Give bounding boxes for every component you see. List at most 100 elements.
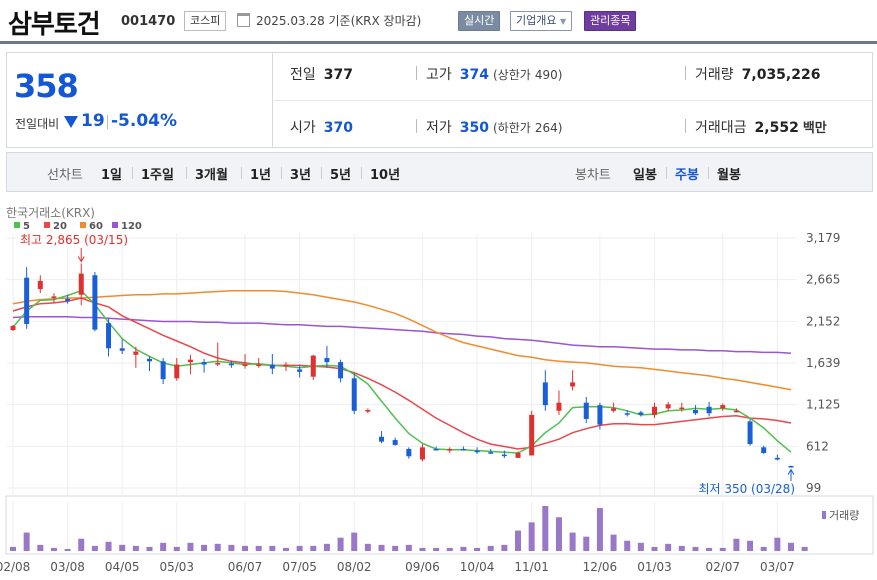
candle-body [10,325,16,331]
tab-weekly[interactable]: 주봉 [675,168,699,183]
volume-bar [460,546,467,551]
candle-body [269,364,275,369]
volume-bar [337,537,344,551]
volume-bar [364,543,371,551]
candle-body [215,362,221,365]
candle-body [228,363,234,366]
tab-1d[interactable]: 1일 [101,168,123,183]
volume-bar [282,547,289,551]
legend-label: 60 [89,221,103,232]
amount-unit: 백만 [802,121,827,136]
corp-overview-dropdown[interactable]: 기업개요 ▼ [510,11,573,31]
tab-3m[interactable]: 3개월 [195,168,228,183]
volume-bar [583,536,590,551]
current-price: 358 [14,67,79,105]
candle-body [474,450,480,453]
volume-bar [323,543,330,551]
y-tick-label: 612 [806,439,829,453]
candle-body [692,409,698,414]
tab-3y[interactable]: 3년 [290,168,312,183]
candle-body [501,454,507,457]
volume-bar [392,545,399,551]
volume-bar [433,547,440,551]
divider [186,167,187,179]
x-tick-label: 03/08 [50,560,85,574]
candle-body [174,364,180,379]
amount-cell: 거래대금 2,552 백만 [695,117,827,137]
x-tick-label: 01/03 [637,560,672,574]
admin-stock-badge[interactable]: 관리종목 [584,11,637,31]
volume-bar [569,532,576,551]
legend-swatch [80,222,86,228]
candle-body [747,421,753,445]
y-tick-label: 99 [806,481,821,495]
candle-body [324,358,330,363]
candle-body [679,407,685,410]
open-cell: 시가 370 [290,117,353,137]
row-divider [274,100,873,101]
lower-limit-value: 264) [534,121,563,135]
tab-daily[interactable]: 일봉 [633,168,657,183]
divider [321,167,322,179]
prev-close-cell: 전일 377 [290,64,353,84]
tab-monthly[interactable]: 월봉 [717,168,741,183]
candle-body [638,412,644,415]
volume-bar [678,545,685,551]
candle-body [24,277,30,324]
y-tick-label: 2,665 [806,273,840,287]
candle-body [119,348,125,351]
price-panel: 358 전일대비 19 -5.04% [7,53,273,147]
high-label: 고가 [426,67,452,83]
tab-1w[interactable]: 1주일 [141,168,174,183]
x-tick-label: 04/05 [105,560,140,574]
volume-bar [515,530,522,551]
divider [416,119,417,133]
volume-bar [596,508,603,551]
candle-body [665,404,671,409]
candle-body [365,409,371,412]
candle-body [570,382,576,387]
volume-bar [719,547,726,551]
volume-bar [706,547,713,551]
tab-1y[interactable]: 1년 [250,168,272,183]
y-tick-label: 1,639 [806,356,840,370]
candle-body [146,358,152,362]
ma60-line [12,289,792,391]
divider [281,167,282,179]
chart-tabs: 선차트 1일 1주일 3개월 1년 3년 5년 10년 봉차트 일봉 주봉 월봉 [6,152,873,192]
candle-body [433,448,439,451]
candle-body [242,364,248,367]
candle-body [379,436,385,442]
candle-body [92,275,98,330]
tab-5y[interactable]: 5년 [330,168,352,183]
volume-bar [119,544,126,551]
volume-bar [64,548,71,551]
volume-bar [651,546,658,551]
volume-frame [5,495,874,555]
divider [132,167,133,179]
divider [666,167,667,179]
volume-bar [474,547,481,551]
candle-body [297,369,303,372]
candle-body [37,280,43,290]
upper-limit-label: (상한가 [493,68,531,82]
candle-body [78,273,84,295]
line-chart-label: 선차트 [47,168,83,183]
divider [107,115,108,129]
candle-body [406,448,412,457]
realtime-button[interactable]: 실시간 [458,11,501,31]
volume-bar [747,540,754,551]
candle-chart-label: 봉차트 [575,168,611,183]
candle-body [447,448,453,451]
volume-bar [637,542,644,551]
date-text: 2025.03.28 기준(KRX 장마감) [256,14,422,28]
calendar-icon [237,13,250,27]
legend-swatch [44,222,50,228]
tab-10y[interactable]: 10년 [370,168,401,183]
candle-body [611,408,617,411]
candle-body [51,296,57,298]
market-badge: 코스피 [184,11,227,31]
x-tick-label: 11/01 [514,560,549,574]
divider [416,66,417,80]
lower-limit-label: (하한가 [493,121,531,135]
